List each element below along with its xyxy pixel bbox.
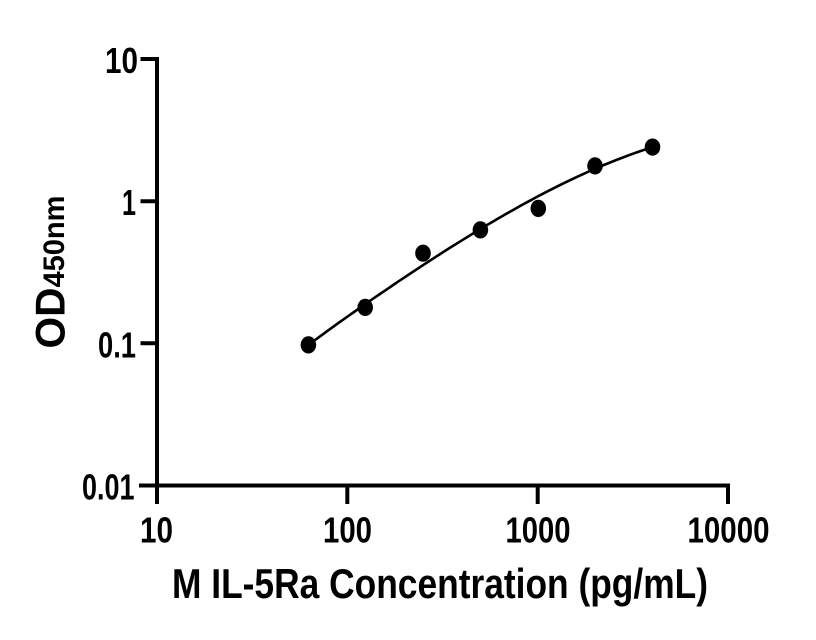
svg-text:100: 100 [323,510,372,551]
svg-text:1000: 1000 [506,510,571,551]
svg-text:0.1: 0.1 [98,325,136,366]
svg-text:1: 1 [122,182,136,223]
svg-text:10000: 10000 [688,510,770,551]
svg-text:0.01: 0.01 [82,466,135,507]
svg-text:OD450nm: OD450nm [27,196,74,349]
svg-text:M IL-5Ra Concentration (pg/mL): M IL-5Ra Concentration (pg/mL) [172,560,708,607]
svg-text:10: 10 [140,510,173,551]
svg-text:10: 10 [105,40,138,81]
